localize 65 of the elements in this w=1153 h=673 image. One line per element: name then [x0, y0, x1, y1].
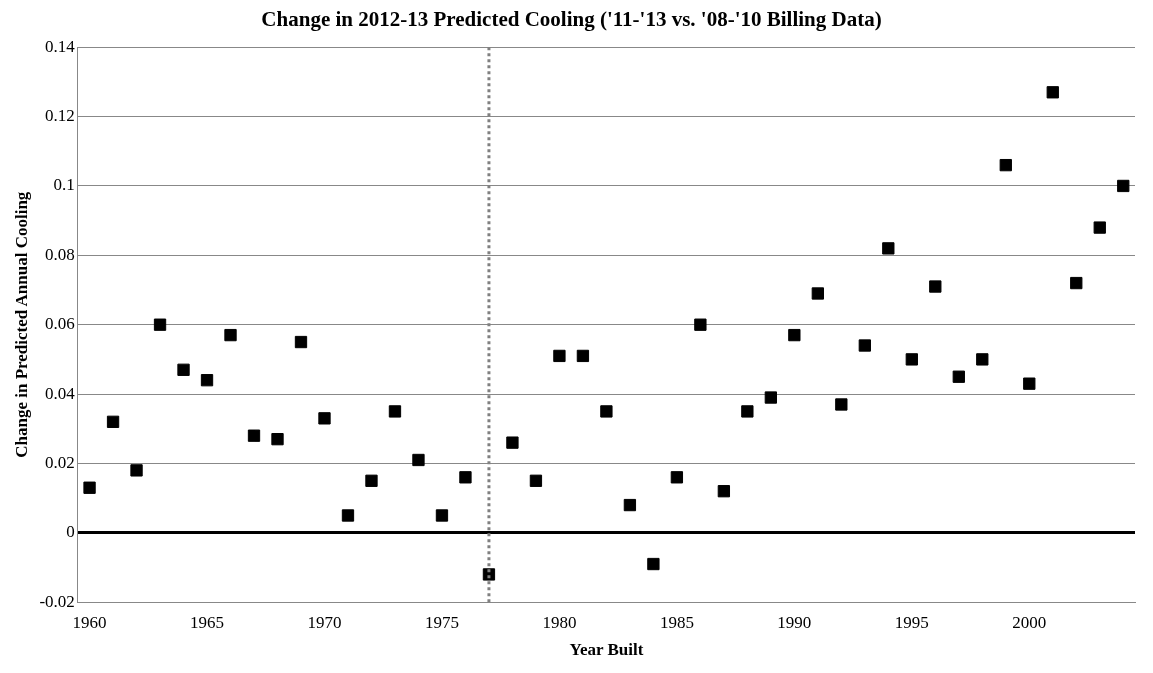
point [1117, 179, 1130, 193]
point [130, 464, 143, 477]
point [83, 481, 96, 494]
point [647, 557, 660, 571]
y-tick-label: 0.1 [53, 175, 75, 195]
point [835, 398, 848, 411]
y-tick-label: 0.12 [45, 106, 75, 126]
point [788, 328, 801, 342]
point [1070, 276, 1083, 290]
x-tick-label: 1985 [659, 612, 694, 632]
x-tick-label: 1960 [72, 612, 107, 632]
point [1093, 221, 1106, 234]
x-tick-label: 1980 [542, 612, 577, 632]
point [952, 370, 965, 383]
point [694, 318, 707, 331]
point [435, 509, 449, 522]
point [153, 318, 167, 331]
y-tick-label: 0.14 [45, 36, 76, 56]
point [553, 349, 566, 363]
y-tick-label: -0.02 [39, 591, 75, 611]
chart-title: Change in 2012-13 Predicted Cooling ('11-'13 vs. '08-'10 Billing Data) [261, 7, 882, 32]
x-axis-title: Year Built [569, 640, 644, 660]
point [506, 436, 519, 449]
point [388, 405, 402, 418]
x-tick-label: 1970 [307, 612, 342, 632]
point [670, 471, 684, 484]
y-tick-label: 0.04 [45, 383, 76, 403]
x-tick-label: 2000 [1012, 612, 1047, 632]
point [576, 349, 590, 363]
point [224, 328, 237, 342]
point [929, 280, 942, 293]
point [882, 242, 895, 255]
point [200, 374, 214, 387]
point [976, 353, 989, 366]
point [294, 335, 308, 349]
y-tick-label: 0.08 [45, 244, 75, 264]
x-tick-label: 1995 [894, 612, 929, 632]
point [106, 415, 120, 428]
point [1023, 377, 1036, 390]
x-tick-label: 1975 [424, 612, 459, 632]
point [247, 429, 261, 442]
y-tick-label: 0 [66, 522, 75, 542]
point [623, 498, 637, 512]
point [412, 453, 425, 467]
point [600, 405, 613, 418]
point [341, 509, 355, 522]
point [1046, 86, 1059, 99]
point [811, 287, 824, 300]
point [365, 474, 378, 487]
point [999, 158, 1012, 172]
point [764, 391, 778, 404]
point [318, 412, 331, 425]
x-tick-label: 1990 [777, 612, 812, 632]
point [858, 339, 871, 352]
y-axis-title: Change in Predicted Annual Cooling [11, 191, 31, 458]
y-tick-label: 0.06 [45, 314, 75, 334]
x-tick-label: 1965 [190, 612, 225, 632]
y-tick-label: 0.02 [45, 452, 75, 472]
point [529, 474, 543, 487]
point [271, 433, 284, 446]
point [177, 363, 190, 376]
point [459, 471, 472, 484]
point [741, 405, 754, 418]
point [905, 353, 918, 366]
point [717, 485, 731, 498]
